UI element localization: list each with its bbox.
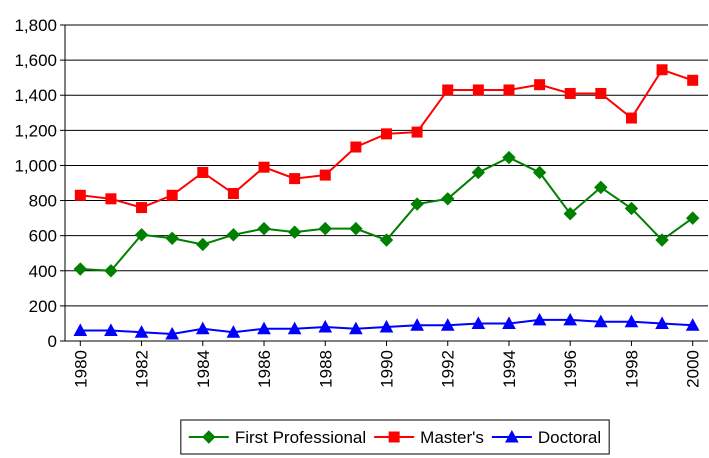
marker — [318, 319, 333, 333]
y-tick-label: 1,600 — [14, 51, 57, 70]
y-tick-label: 400 — [29, 262, 57, 281]
marker — [655, 316, 669, 329]
marker — [227, 188, 239, 200]
marker — [440, 318, 455, 331]
x-tick-label: 1982 — [133, 350, 152, 388]
marker — [534, 79, 546, 91]
marker — [287, 321, 302, 335]
marker — [593, 314, 608, 328]
y-tick-label: 1,000 — [14, 156, 57, 175]
marker — [502, 316, 516, 329]
marker — [505, 429, 519, 443]
marker — [73, 262, 88, 276]
marker — [105, 193, 117, 205]
series-line — [80, 156, 694, 272]
marker — [226, 325, 241, 338]
marker — [564, 87, 576, 99]
marker — [104, 264, 118, 278]
x-tick-label: 1998 — [622, 350, 641, 388]
marker — [563, 312, 578, 326]
marker — [411, 126, 423, 138]
y-tick-label: 0 — [48, 332, 57, 351]
marker — [388, 431, 400, 443]
marker — [624, 201, 639, 216]
marker — [319, 169, 331, 181]
x-tick-label: 1988 — [316, 350, 335, 388]
marker — [685, 318, 700, 331]
y-tick-label: 600 — [29, 227, 57, 246]
marker — [563, 207, 577, 221]
x-tick-label: 1990 — [378, 350, 397, 388]
marker — [625, 112, 637, 124]
marker — [410, 318, 424, 331]
marker — [471, 316, 486, 329]
marker — [257, 221, 271, 236]
x-tick-label: 1994 — [500, 350, 519, 388]
marker — [532, 165, 547, 180]
marker — [379, 319, 394, 333]
marker — [134, 228, 149, 242]
marker — [289, 173, 301, 185]
marker — [410, 197, 424, 211]
y-tick-label: 800 — [29, 192, 57, 211]
marker — [134, 325, 149, 338]
marker — [624, 314, 639, 328]
marker — [165, 326, 180, 340]
x-tick-label: 1992 — [439, 350, 458, 388]
y-tick-label: 1,400 — [14, 86, 57, 105]
legend: First Professional Master's Doctoral — [180, 419, 610, 455]
marker — [196, 237, 210, 252]
legend-label: Master's — [420, 428, 484, 447]
marker — [195, 321, 210, 335]
marker — [202, 430, 216, 444]
y-tick-label: 1,200 — [14, 121, 57, 140]
marker — [471, 165, 486, 180]
marker — [104, 323, 118, 336]
marker — [472, 84, 484, 96]
marker — [197, 166, 209, 178]
legend-label: Doctoral — [538, 428, 601, 447]
marker — [379, 233, 394, 247]
marker — [381, 128, 392, 140]
marker — [594, 180, 608, 195]
marker — [165, 231, 179, 246]
marker — [502, 150, 516, 165]
marker — [441, 192, 455, 206]
marker — [318, 221, 332, 236]
marker — [74, 189, 86, 201]
legend-label: First Professional — [235, 428, 366, 447]
marker — [257, 321, 271, 335]
marker — [503, 84, 515, 96]
marker — [442, 84, 454, 96]
marker — [349, 221, 363, 236]
x-tick-label: 1996 — [561, 350, 580, 388]
x-tick-label: 1984 — [194, 350, 213, 388]
y-tick-label: 200 — [29, 297, 57, 316]
x-tick-label: 1980 — [71, 350, 90, 388]
marker — [287, 225, 302, 239]
marker — [258, 161, 270, 173]
marker — [73, 323, 88, 336]
marker — [595, 87, 607, 99]
y-tick-label: 1,800 — [14, 16, 57, 35]
marker — [655, 233, 669, 247]
marker — [166, 189, 178, 201]
marker — [226, 228, 241, 242]
x-tick-label: 2000 — [684, 350, 703, 388]
x-tick-label: 1986 — [255, 350, 274, 388]
marker — [349, 321, 363, 335]
marker — [687, 74, 699, 86]
marker — [532, 312, 547, 326]
marker — [350, 141, 362, 153]
marker — [656, 64, 668, 76]
marker — [136, 202, 148, 214]
marker — [685, 211, 700, 225]
